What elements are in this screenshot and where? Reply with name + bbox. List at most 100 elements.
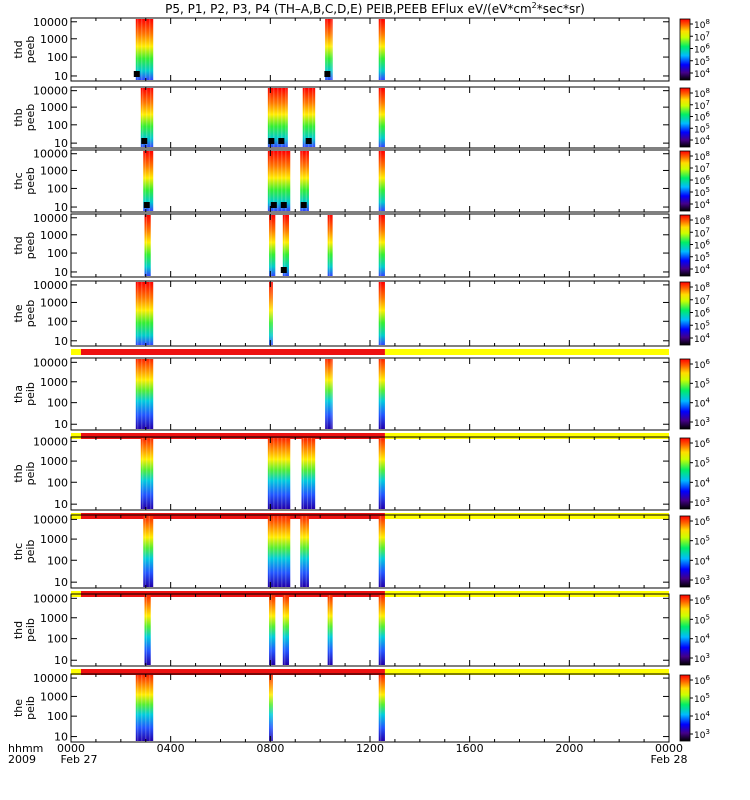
- colorbar-tick-label: 108: [694, 150, 710, 163]
- y-tick-label: 10: [54, 201, 68, 214]
- colorbar-tick-label: 106: [694, 307, 710, 320]
- colorbar-tick-label: 107: [694, 30, 710, 43]
- colorbar: [679, 674, 691, 742]
- spectrogram-block: [302, 88, 316, 147]
- colorbar-tick-label: 107: [694, 162, 710, 175]
- panel-frame: [70, 17, 670, 82]
- time-tick-label: 0000: [57, 742, 85, 755]
- panel-thb-peib: 10 100 1000 10000 thb peib 106 105 104 103: [12, 435, 710, 519]
- colorbar-tick-label: 105: [694, 55, 710, 68]
- panel-thd-peib: 10 100 1000 10000 thd peib 106 105 104 103: [12, 592, 710, 675]
- time-axis-label-year: 2009: [8, 753, 36, 766]
- time-tick-label: 1600: [456, 742, 484, 755]
- colorbar-tick-label: 105: [694, 457, 710, 470]
- y-label-instrument: peib: [24, 696, 37, 720]
- burst-marker: [268, 138, 275, 144]
- colorbar-tick-label: 103: [694, 652, 710, 665]
- mode-bar-red: [80, 433, 385, 439]
- y-tick-label: 10000: [33, 279, 68, 292]
- colorbar: [679, 594, 691, 666]
- spectrogram-block: [301, 438, 316, 509]
- y-tick-label: 100: [47, 182, 68, 195]
- y-tick-label: 10: [54, 70, 68, 83]
- colorbar: [679, 150, 691, 212]
- burst-marker: [270, 202, 277, 208]
- spectrogram-block: [269, 675, 273, 741]
- y-label-probe: the: [12, 699, 25, 717]
- y-label-probe: thc: [12, 543, 25, 560]
- spectrogram-block: [378, 88, 385, 147]
- time-axis-label-hhmm: hhmm: [8, 742, 43, 755]
- spectrogram-block: [269, 215, 276, 276]
- y-label-probe: thc: [12, 172, 25, 189]
- colorbar-tick-label: 105: [694, 319, 710, 332]
- burst-marker: [278, 138, 285, 144]
- spectrogram-block: [143, 516, 154, 587]
- mode-bar-yellow-lead: [71, 669, 81, 675]
- y-label-probe: thd: [12, 621, 25, 639]
- y-tick-label: 10000: [33, 356, 68, 369]
- y-label-instrument: peib: [24, 618, 37, 642]
- y-tick-label: 1000: [40, 101, 68, 114]
- figure-title: P5, P1, P2, P3, P4 (TH–A,B,C,D,E) PEIB,P…: [165, 1, 585, 16]
- panel-frame: [70, 436, 670, 511]
- panel-frame: [70, 280, 670, 347]
- colorbar-tick-label: 104: [694, 633, 710, 646]
- colorbar-tick-label: 104: [694, 710, 710, 723]
- y-label-probe: thb: [12, 464, 25, 482]
- time-tick-date: Feb 28: [651, 753, 688, 766]
- y-tick-label: 10: [54, 576, 68, 589]
- colorbar-tick-label: 108: [694, 281, 710, 294]
- colorbar-tick-label: 106: [694, 239, 710, 252]
- y-tick-label: 100: [47, 119, 68, 132]
- y-tick-label: 1000: [40, 33, 68, 46]
- spectrogram-block: [269, 595, 276, 665]
- mode-bar-yellow: [384, 513, 669, 519]
- spectrogram-block: [378, 359, 385, 429]
- y-label-instrument: peeb: [24, 232, 37, 260]
- colorbar: [679, 214, 691, 277]
- y-tick-label: 10: [54, 137, 68, 150]
- time-tick-label: 1200: [356, 742, 384, 755]
- colorbar-tick-label: 107: [694, 99, 710, 112]
- y-tick-label: 10000: [33, 148, 68, 161]
- colorbar-tick-label: 105: [694, 535, 710, 548]
- spectrogram-block: [144, 595, 151, 665]
- spectrogram-block: [267, 88, 288, 147]
- y-tick-label: 1000: [40, 229, 68, 242]
- time-tick-label: 0000: [655, 742, 683, 755]
- colorbar-tick-label: 108: [694, 87, 710, 100]
- colorbar-tick-label: 103: [694, 496, 710, 509]
- spectrogram-block: [378, 595, 385, 665]
- y-tick-label: 10: [54, 731, 68, 744]
- colorbar-tick-label: 103: [694, 416, 710, 429]
- y-tick-label: 10000: [33, 85, 68, 98]
- colorbar-tick-label: 107: [694, 294, 710, 307]
- spectrogram-block: [135, 19, 154, 80]
- colorbar-tick-label: 106: [694, 111, 710, 124]
- panel-tha-peib: 10 100 1000 10000 tha peib 106 105 104 103: [12, 356, 710, 439]
- colorbar: [679, 87, 691, 148]
- y-tick-label: 100: [47, 554, 68, 567]
- panel-the-peib: 10 100 1000 10000 the peib 106 105 104 103: [12, 672, 710, 743]
- colorbar-tick-label: 104: [694, 134, 710, 147]
- spectrogram-block: [282, 595, 290, 665]
- spectrogram-block: [267, 438, 291, 509]
- y-tick-label: 10: [54, 418, 68, 431]
- colorbar-tick-label: 105: [694, 692, 710, 705]
- spectrogram-block: [327, 215, 333, 276]
- mode-bar-red: [80, 513, 385, 519]
- colorbar: [679, 358, 691, 430]
- spectrogram-block: [378, 215, 385, 276]
- colorbar-tick-label: 106: [694, 358, 710, 371]
- colorbar-tick-label: 104: [694, 476, 710, 489]
- y-tick-label: 10: [54, 654, 68, 667]
- panel-frame: [70, 593, 670, 667]
- spectrogram-block: [135, 675, 154, 741]
- y-label-instrument: peib: [24, 540, 37, 564]
- spectrogram-block: [378, 675, 385, 741]
- spectrogram-block: [135, 282, 154, 345]
- time-tick-label: 0800: [256, 742, 284, 755]
